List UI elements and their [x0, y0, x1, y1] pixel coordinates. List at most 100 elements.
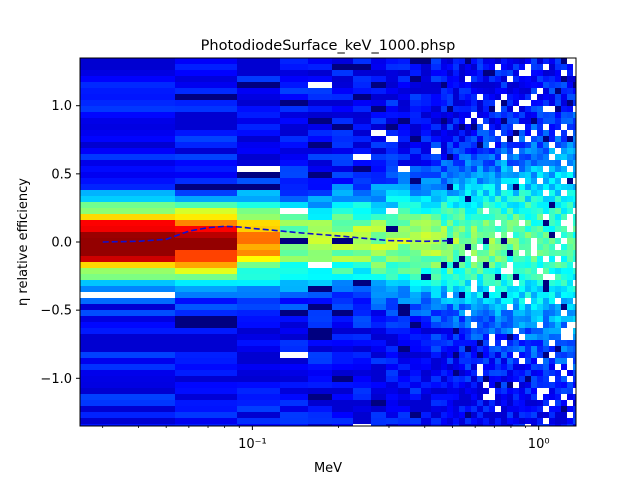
heatmap-cell	[531, 88, 538, 95]
heatmap-cell	[567, 316, 574, 323]
heatmap-cell	[549, 412, 556, 419]
heatmap-cell	[531, 424, 538, 426]
heatmap-cell	[495, 130, 502, 137]
heatmap-cell	[280, 190, 309, 197]
heatmap-cell	[477, 148, 484, 155]
heatmap-cell	[507, 172, 514, 179]
heatmap-cell	[513, 58, 520, 65]
heatmap-cell	[431, 244, 442, 251]
heatmap-cell	[543, 406, 550, 413]
heatmap-cell	[80, 322, 176, 329]
heatmap-cell	[513, 208, 520, 215]
heatmap-cell	[353, 412, 372, 419]
heatmap-cell	[308, 274, 333, 281]
heatmap-cell	[555, 346, 562, 353]
heatmap-cell	[477, 58, 484, 65]
heatmap-cell	[567, 328, 574, 335]
heatmap-cell	[531, 250, 538, 257]
heatmap-cell	[237, 286, 281, 293]
heatmap-cell	[477, 346, 484, 353]
heatmap-cell	[549, 190, 556, 197]
heatmap-cell	[513, 130, 520, 137]
heatmap-cell	[353, 184, 372, 191]
heatmap-cell	[489, 82, 496, 89]
heatmap-cell	[175, 172, 238, 179]
heatmap-cell	[513, 196, 520, 203]
heatmap-cell	[543, 226, 550, 233]
heatmap-cell	[495, 376, 502, 383]
heatmap-cell	[573, 94, 576, 101]
heatmap-cell	[573, 226, 576, 233]
heatmap-cell	[332, 274, 354, 281]
heatmap-cell	[398, 148, 411, 155]
heatmap-cell	[555, 232, 562, 239]
heatmap-cell	[453, 202, 460, 209]
heatmap-cell	[431, 286, 442, 293]
heatmap-cell	[549, 274, 556, 281]
heatmap-cell	[421, 388, 432, 395]
heatmap-cell	[471, 370, 478, 377]
heatmap-cell	[421, 154, 432, 161]
heatmap-cell	[543, 130, 550, 137]
heatmap-cell	[431, 94, 442, 101]
heatmap-cell	[525, 88, 532, 95]
heatmap-cell	[398, 352, 411, 359]
heatmap-cell	[477, 364, 484, 371]
heatmap-cell	[441, 382, 448, 389]
heatmap-cell	[477, 76, 484, 83]
heatmap-cell	[477, 388, 484, 395]
heatmap-cell	[280, 76, 309, 83]
heatmap-cell	[495, 142, 502, 149]
heatmap-cell	[386, 358, 399, 365]
heatmap-cell	[549, 184, 556, 191]
heatmap-cell	[531, 376, 538, 383]
heatmap-cell	[353, 100, 372, 107]
heatmap-cell	[549, 58, 556, 65]
heatmap-cell	[447, 124, 454, 131]
heatmap-cell	[386, 406, 399, 413]
heatmap-cell	[453, 244, 460, 251]
heatmap-cell	[453, 124, 460, 131]
heatmap-cell	[398, 94, 411, 101]
heatmap-cell	[421, 70, 432, 77]
heatmap-cell	[353, 394, 372, 401]
heatmap-cell	[280, 118, 309, 125]
heatmap-cell	[507, 118, 514, 125]
heatmap-cell	[80, 298, 176, 305]
heatmap-cell	[573, 286, 576, 293]
heatmap-cell	[421, 82, 432, 89]
heatmap-cell	[471, 358, 478, 365]
y-tick-label: 1.0	[51, 99, 72, 114]
heatmap-cell	[507, 298, 514, 305]
heatmap-cell	[519, 178, 526, 185]
heatmap-cell	[573, 328, 576, 335]
heatmap-cell	[371, 88, 387, 95]
heatmap-cell	[555, 388, 562, 395]
heatmap-cell	[447, 280, 454, 287]
heatmap-cell	[483, 190, 490, 197]
heatmap-cell	[549, 370, 556, 377]
heatmap-cell	[459, 100, 466, 107]
heatmap-cell	[237, 220, 281, 227]
heatmap-cell	[410, 196, 422, 203]
heatmap-cell	[519, 388, 526, 395]
heatmap-cell	[501, 370, 508, 377]
heatmap-cell	[371, 370, 387, 377]
heatmap-cell	[371, 226, 387, 233]
heatmap-cell	[371, 94, 387, 101]
heatmap-cell	[308, 160, 333, 167]
heatmap-cell	[447, 358, 454, 365]
heatmap-cell	[543, 88, 550, 95]
heatmap-cell	[501, 316, 508, 323]
heatmap-cell	[513, 178, 520, 185]
heatmap-cell	[308, 352, 333, 359]
heatmap-cell	[501, 76, 508, 83]
heatmap-cell	[537, 118, 544, 125]
heatmap-cell	[501, 190, 508, 197]
heatmap-cell	[567, 58, 574, 65]
heatmap-cell	[431, 346, 442, 353]
heatmap-cell	[465, 76, 472, 83]
heatmap-cell	[447, 136, 454, 143]
heatmap-cell	[421, 406, 432, 413]
heatmap-cell	[555, 64, 562, 71]
